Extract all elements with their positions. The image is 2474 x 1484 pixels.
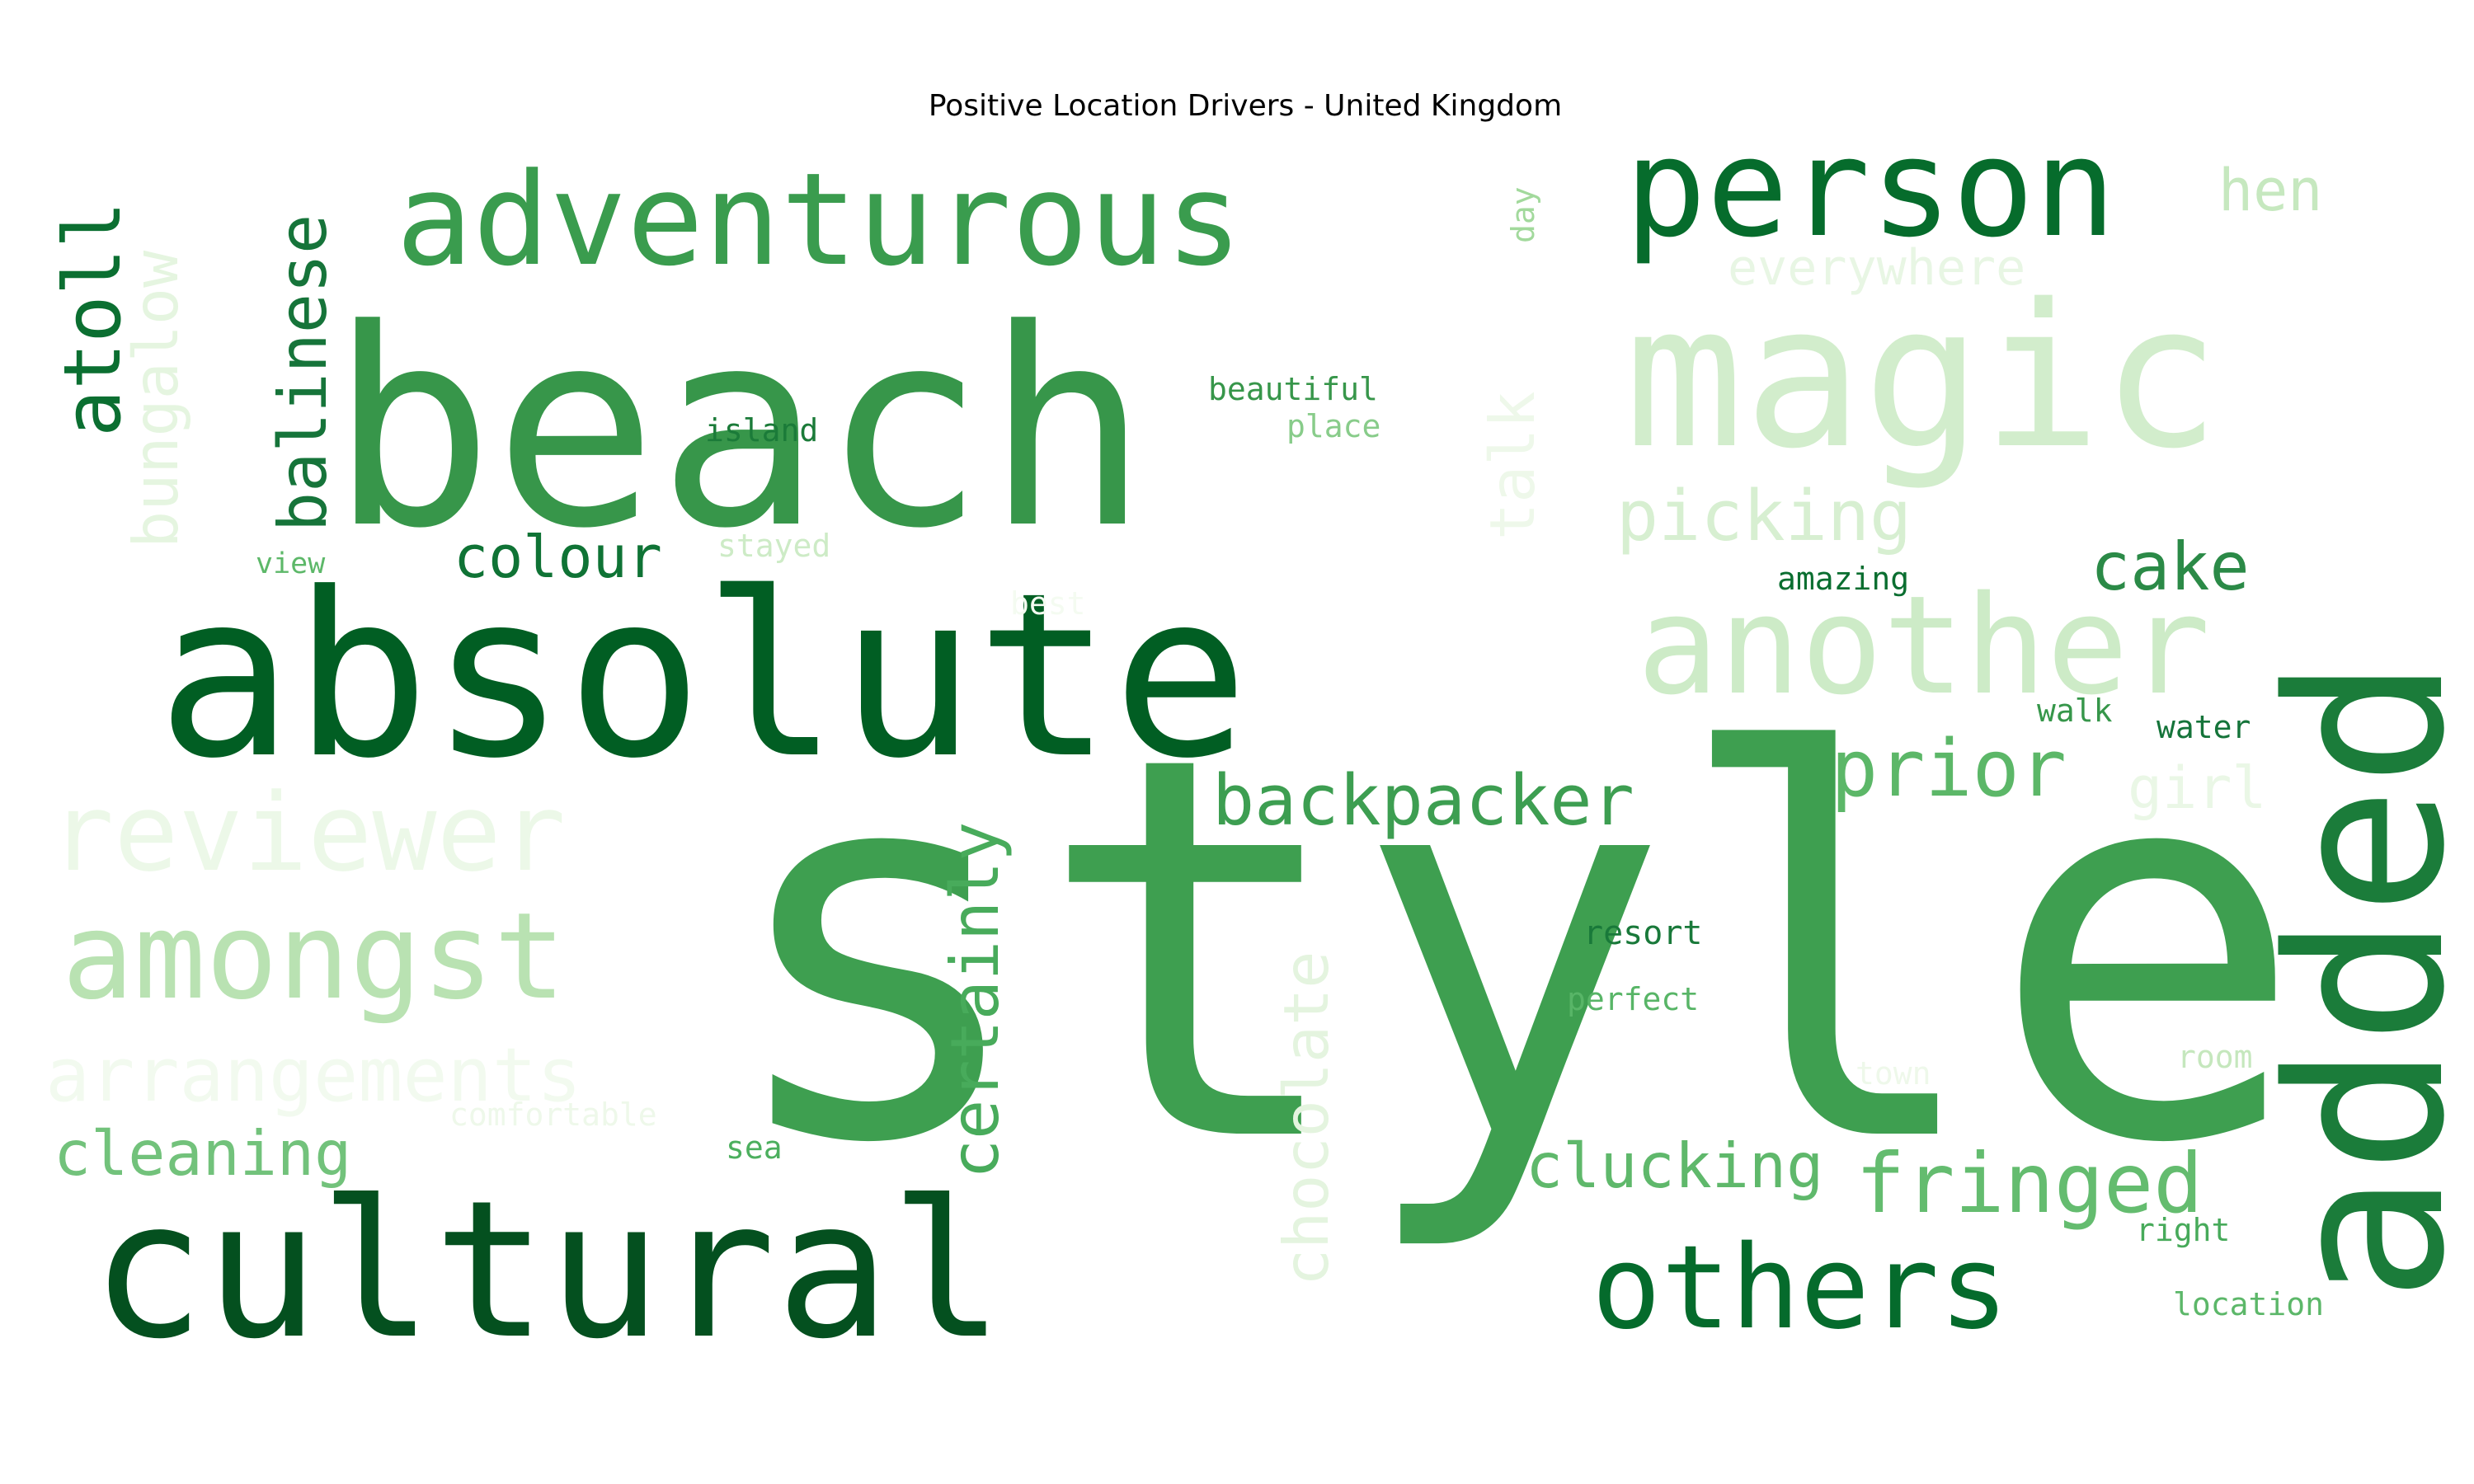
word-comfortable: comfortable	[449, 1097, 657, 1133]
word-adventurous: adventurous	[396, 145, 1243, 294]
word-backpacker: backpacker	[1212, 760, 1634, 842]
word-room: room	[2177, 1039, 2253, 1075]
word-hen: hen	[2218, 157, 2322, 224]
word-island: island	[705, 412, 818, 448]
word-person: person	[1625, 109, 2116, 267]
word-beautiful: beautiful	[1208, 371, 1378, 407]
word-prior: prior	[1831, 724, 2067, 815]
word-bungalow: bungalow	[120, 250, 192, 548]
word-another: another	[1637, 566, 2210, 725]
word-town: town	[1856, 1055, 1931, 1092]
word-chocolate: chocolate	[1270, 951, 1343, 1286]
word-view: view	[256, 547, 326, 580]
word-cultural: cultural	[91, 1161, 1004, 1381]
word-day: day	[1505, 186, 1541, 243]
word-clucking: clucking	[1526, 1129, 1823, 1202]
word-colour: colour	[454, 524, 662, 591]
word-cake: cake	[2091, 528, 2250, 605]
word-sea: sea	[726, 1129, 783, 1166]
word-absolute: absolute	[157, 544, 1249, 808]
word-reviewer: reviewer	[49, 770, 566, 895]
word-magic: magic	[1625, 261, 2220, 492]
word-resort: resort	[1583, 914, 1703, 952]
word-walk: walk	[2037, 693, 2113, 729]
word-girl: girl	[2128, 754, 2267, 822]
word-place: place	[1286, 408, 1380, 444]
chart-title: Positive Location Drivers - United Kingd…	[929, 89, 1562, 123]
word-perfect: perfect	[1567, 981, 1699, 1017]
word-fringed: fringed	[1856, 1135, 2203, 1232]
word-right: right	[2136, 1212, 2230, 1248]
word-picking: picking	[1616, 476, 1912, 557]
word-location: location	[2173, 1286, 2324, 1322]
word-water: water	[2157, 709, 2251, 745]
word-amongst: amongst	[62, 887, 566, 1026]
word-best: best	[1010, 585, 1086, 622]
word-beach: beach	[330, 271, 1149, 588]
word-arrangements: arrangements	[45, 1032, 581, 1119]
word-style: style	[717, 644, 2307, 1258]
word-balinese: balinese	[265, 214, 341, 532]
word-others: others	[1592, 1221, 2009, 1355]
word-atoll: atoll	[48, 201, 139, 437]
word-certainly: certainly	[937, 822, 1014, 1179]
word-talk: talk	[1476, 391, 1549, 540]
word-cleaning: cleaning	[54, 1117, 351, 1190]
word-everywhere: everywhere	[1728, 239, 2025, 297]
word-amazing: amazing	[1777, 561, 1909, 597]
word-stayed: stayed	[717, 528, 830, 564]
word-added: added	[2243, 657, 2474, 1303]
